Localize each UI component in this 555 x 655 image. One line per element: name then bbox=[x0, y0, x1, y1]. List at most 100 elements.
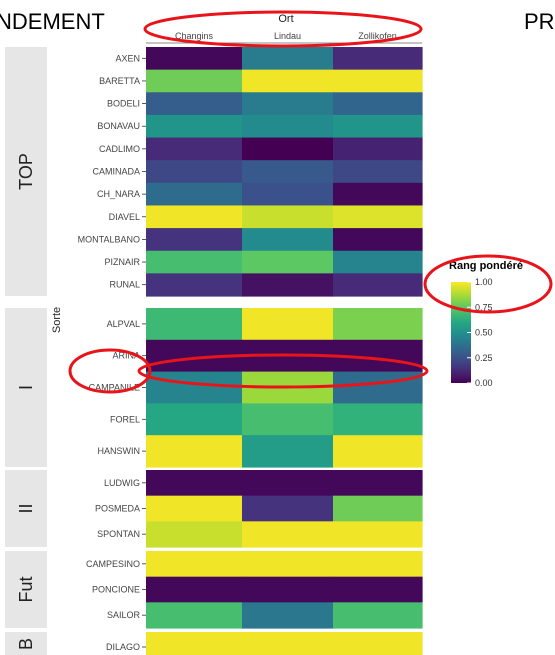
row-label: CH_NARA bbox=[97, 189, 140, 199]
heatmap-cell bbox=[242, 47, 334, 71]
heatmap-cell bbox=[146, 160, 243, 184]
heatmap-cell bbox=[242, 160, 334, 184]
heatmap-cell bbox=[333, 137, 423, 161]
y-axis-title: Sorte bbox=[51, 307, 63, 333]
heatmap-cell bbox=[242, 435, 334, 468]
row-label: ARINA bbox=[112, 351, 140, 361]
facet-strip bbox=[5, 470, 47, 547]
heatmap-cell bbox=[333, 521, 423, 548]
facet-strip bbox=[5, 308, 47, 467]
facet-strip-label: II bbox=[16, 503, 36, 513]
heatmap-cell bbox=[242, 403, 334, 436]
heatmap-cell bbox=[146, 273, 243, 297]
row-label: PIZNAIR bbox=[104, 257, 140, 267]
heatmap-cell bbox=[333, 602, 423, 629]
heatmap-cell bbox=[146, 403, 243, 436]
heatmap-cell bbox=[242, 182, 334, 207]
heatmap-cell bbox=[333, 403, 423, 436]
column-header: Zollikofen bbox=[358, 31, 397, 41]
heatmap-cell bbox=[333, 576, 423, 603]
annotation-circle-columns bbox=[143, 10, 423, 48]
heatmap-cell bbox=[146, 551, 243, 578]
heatmap-cell bbox=[242, 114, 334, 139]
heatmap-cell bbox=[333, 47, 423, 71]
heatmap-cell bbox=[146, 602, 243, 629]
heatmap-cell bbox=[146, 495, 243, 522]
color-legend: Rang pondéré 1.00 0.75 0.50 0.25 0.00 bbox=[449, 260, 523, 388]
heatmap-cell bbox=[333, 250, 423, 274]
heatmap-cell bbox=[242, 576, 334, 603]
heatmap-cell bbox=[146, 228, 243, 252]
heatmap-cell bbox=[242, 250, 334, 274]
heatmap-cell bbox=[242, 521, 334, 548]
heatmap-cell bbox=[146, 114, 243, 139]
right-title-fragment: PR bbox=[524, 9, 555, 34]
annotation-circle-hanswin-row bbox=[137, 353, 429, 389]
red-annotations bbox=[68, 10, 553, 394]
heatmap-cell bbox=[333, 551, 423, 578]
row-label: BONAVAU bbox=[97, 121, 140, 131]
heatmap-cell bbox=[242, 92, 334, 116]
legend-tick-label: 0.75 bbox=[475, 302, 493, 312]
annotation-circle-hanswin-label bbox=[68, 348, 152, 394]
facet-strip bbox=[5, 632, 47, 655]
left-title-fragment: NDEMENT bbox=[0, 9, 105, 34]
row-label: RUNAL bbox=[109, 280, 140, 290]
heatmap-cell bbox=[242, 69, 334, 93]
heatmap-cell bbox=[333, 92, 423, 116]
row-label: LUDWIG bbox=[104, 478, 140, 488]
row-label: BODELI bbox=[107, 99, 140, 109]
heatmap-cell bbox=[146, 632, 243, 655]
heatmap-cell bbox=[146, 435, 243, 468]
row-label: PONCIONE bbox=[92, 585, 140, 595]
heatmap-cell bbox=[333, 228, 423, 252]
facet-strip bbox=[5, 551, 47, 628]
column-header: Changins bbox=[175, 31, 214, 41]
row-label: ALPVAL bbox=[107, 319, 140, 329]
heatmap-cell bbox=[146, 576, 243, 603]
heatmap-cell bbox=[146, 182, 243, 207]
heatmap-cell bbox=[146, 521, 243, 548]
facet-strip-label: B bbox=[16, 638, 36, 650]
row-label: SPONTAN bbox=[97, 529, 140, 539]
row-label: POSMEDA bbox=[95, 504, 140, 514]
row-labels: AXEN BARETTA BODELI BONAVAU CADLIMO CAMINADA C… bbox=[78, 53, 146, 652]
heatmap-cell bbox=[242, 273, 334, 297]
x-axis-title: Ort bbox=[278, 13, 293, 25]
heatmap-cell bbox=[242, 228, 334, 252]
heatmap-cell bbox=[333, 205, 423, 229]
row-label: HANSWIN bbox=[98, 446, 141, 456]
row-label: CAMINADA bbox=[92, 167, 140, 177]
heatmap-cell bbox=[333, 160, 423, 184]
heatmap-cell bbox=[333, 371, 423, 404]
legend-title: Rang pondéré bbox=[449, 260, 523, 272]
heatmap-cell bbox=[146, 205, 243, 229]
row-label: CADLIMO bbox=[99, 144, 140, 154]
heatmap-cell bbox=[333, 308, 423, 341]
row-label: MONTALBANO bbox=[78, 234, 140, 244]
facet-strip-label: TOP bbox=[16, 153, 36, 190]
facet-strip-label: I bbox=[16, 385, 36, 390]
annotation-circle-legend-title bbox=[423, 254, 553, 314]
facet-strip bbox=[5, 47, 47, 296]
facet-strip-label: Fut bbox=[16, 576, 36, 602]
heatmap-cell bbox=[333, 182, 423, 207]
heatmap-cell bbox=[146, 371, 243, 404]
row-label: SAILOR bbox=[107, 610, 141, 620]
heatmap-cell bbox=[146, 69, 243, 93]
heatmap-cell bbox=[242, 137, 334, 161]
heatmap-cell bbox=[146, 470, 243, 497]
row-label: CAMPESINO bbox=[86, 559, 140, 569]
heatmap-cell bbox=[333, 495, 423, 522]
heatmap-cell bbox=[242, 602, 334, 629]
heatmap-cell bbox=[333, 470, 423, 497]
legend-tick-label: 0.50 bbox=[475, 328, 493, 338]
heatmap-cell bbox=[333, 273, 423, 297]
row-label: FOREL bbox=[110, 414, 140, 424]
heatmap-cell bbox=[242, 632, 334, 655]
heatmap-cell bbox=[146, 137, 243, 161]
legend-tick-label: 0.00 bbox=[475, 378, 493, 388]
heatmap-cell bbox=[146, 92, 243, 116]
